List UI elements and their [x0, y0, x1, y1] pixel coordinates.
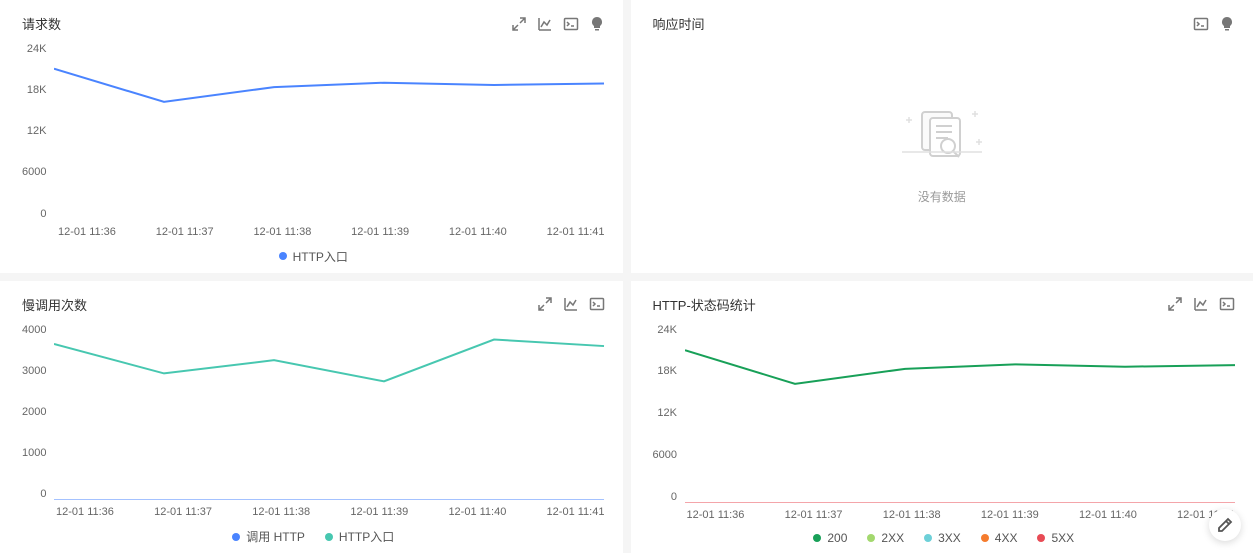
legend-item[interactable]: 5XX — [1037, 531, 1074, 545]
panel-toolbar-response-time — [1193, 16, 1235, 32]
legend-status-codes: 200 2XX 3XX 4XX 5XX — [653, 521, 1236, 545]
empty-state: 没有数据 — [631, 33, 1253, 273]
legend-label: 2XX — [881, 531, 904, 545]
legend-item[interactable]: 200 — [813, 531, 847, 545]
legend-dot-icon — [279, 252, 287, 260]
pencil-icon — [1217, 517, 1233, 533]
legend-item[interactable]: 3XX — [924, 531, 961, 545]
panel-status-codes: HTTP-状态码统计 24K 18K 12K 6000 0 — [631, 281, 1253, 553]
legend-label: 5XX — [1051, 531, 1074, 545]
panel-slow-calls: 慢调用次数 4000 3000 2000 1000 0 — [0, 281, 623, 553]
no-data-icon — [892, 100, 992, 170]
panel-title-response-time: 响应时间 — [653, 14, 705, 33]
chart-icon[interactable] — [1193, 296, 1209, 312]
legend-item[interactable]: 调用 HTTP — [232, 528, 305, 545]
legend-dot-icon — [813, 534, 821, 542]
legend-label: HTTP入口 — [293, 248, 348, 265]
panel-title-slow-calls: 慢调用次数 — [22, 295, 87, 314]
legend-dot-icon — [232, 533, 240, 541]
panel-title-requests: 请求数 — [22, 14, 61, 33]
legend-dot-icon — [1037, 534, 1045, 542]
legend-dot-icon — [981, 534, 989, 542]
x-axis-requests: 12-01 11:36 12-01 11:37 12-01 11:38 12-0… — [22, 220, 605, 238]
legend-item[interactable]: HTTP入口 — [279, 248, 348, 265]
expand-icon[interactable] — [1167, 296, 1183, 312]
panel-requests: 请求数 24K 18K 12K 6000 0 — [0, 0, 623, 273]
legend-item[interactable]: HTTP入口 — [325, 528, 394, 545]
console-icon[interactable] — [589, 296, 605, 312]
panel-response-time: 响应时间 — [631, 0, 1253, 273]
expand-icon[interactable] — [511, 16, 527, 32]
legend-label: 3XX — [938, 531, 961, 545]
chart-icon[interactable] — [563, 296, 579, 312]
bulb-icon[interactable] — [589, 16, 605, 32]
y-axis-status-codes: 24K 18K 12K 6000 0 — [653, 324, 685, 504]
legend-dot-icon — [924, 534, 932, 542]
legend-requests: HTTP入口 — [22, 238, 605, 265]
chart-plot-status-codes — [685, 324, 1235, 504]
expand-icon[interactable] — [537, 296, 553, 312]
legend-label: 调用 HTTP — [246, 528, 305, 545]
panel-title-status-codes: HTTP-状态码统计 — [653, 295, 756, 314]
x-axis-status-codes: 12-01 11:36 12-01 11:37 12-01 11:38 12-0… — [653, 503, 1236, 521]
legend-item[interactable]: 2XX — [867, 531, 904, 545]
legend-slow-calls: 调用 HTTP HTTP入口 — [22, 518, 605, 545]
legend-label: 200 — [827, 531, 847, 545]
chart-plot-slow-calls — [54, 324, 604, 501]
legend-item[interactable]: 4XX — [981, 531, 1018, 545]
bulb-icon[interactable] — [1219, 16, 1235, 32]
panel-toolbar-status-codes — [1167, 296, 1235, 312]
y-axis-slow-calls: 4000 3000 2000 1000 0 — [22, 324, 54, 501]
legend-dot-icon — [867, 534, 875, 542]
panel-toolbar-requests — [511, 16, 605, 32]
chart-icon[interactable] — [537, 16, 553, 32]
console-icon[interactable] — [563, 16, 579, 32]
console-icon[interactable] — [1193, 16, 1209, 32]
legend-label: 4XX — [995, 531, 1018, 545]
chart-plot-requests — [54, 43, 604, 220]
legend-dot-icon — [325, 533, 333, 541]
no-data-text: 没有数据 — [918, 188, 966, 205]
x-axis-slow-calls: 12-01 11:36 12-01 11:37 12-01 11:38 12-0… — [22, 500, 605, 518]
legend-label: HTTP入口 — [339, 528, 394, 545]
panel-toolbar-slow-calls — [537, 296, 605, 312]
edit-fab[interactable] — [1209, 509, 1241, 541]
y-axis-requests: 24K 18K 12K 6000 0 — [22, 43, 54, 220]
console-icon[interactable] — [1219, 296, 1235, 312]
